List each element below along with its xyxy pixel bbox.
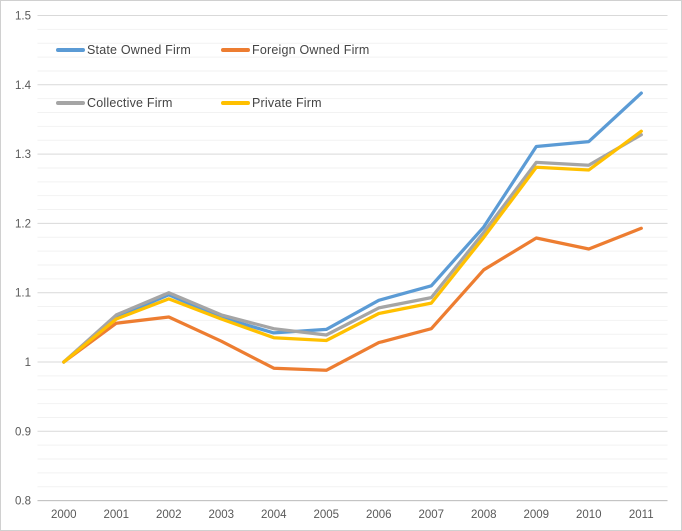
series-line-state-owned-firm [62, 91, 643, 364]
y-tick-label: 0.9 [15, 426, 31, 438]
x-tick-label: 2003 [208, 509, 234, 521]
x-tick-label: 2008 [471, 509, 497, 521]
data-series-lines [62, 91, 643, 372]
x-tick-label: 2006 [366, 509, 392, 521]
y-tick-label: 1.2 [15, 218, 31, 230]
x-tick-label: 2002 [156, 509, 182, 521]
x-tick-label: 2007 [418, 509, 444, 521]
x-tick-label: 2000 [51, 509, 77, 521]
y-tick-label: 0.8 [15, 496, 31, 508]
y-axis-tick-labels: 0.8 0.9 1 1.1 1.2 1.3 1.4 1.5 [15, 11, 32, 508]
x-tick-label: 2005 [313, 509, 339, 521]
major-gridlines [37, 15, 668, 502]
y-tick-label: 1 [25, 357, 31, 369]
x-axis-tick-labels: 2000 2001 2002 2003 2004 2005 2006 2007 2008 2009… [51, 509, 654, 521]
series-line-private-firm [62, 129, 643, 364]
x-tick-label: 2010 [576, 509, 602, 521]
series-line-collective-firm [62, 133, 643, 364]
y-tick-label: 1.4 [15, 80, 32, 92]
minor-gridlines [37, 28, 668, 488]
series-line-foreign-owned-firm [62, 226, 643, 372]
x-tick-label: 2011 [629, 509, 654, 521]
y-tick-label: 1.5 [15, 11, 31, 23]
y-tick-label: 1.3 [15, 149, 31, 161]
x-tick-label: 2009 [523, 509, 549, 521]
x-tick-label: 2004 [261, 509, 287, 521]
x-tick-label: 2001 [103, 509, 129, 521]
y-tick-label: 1.1 [15, 288, 31, 300]
